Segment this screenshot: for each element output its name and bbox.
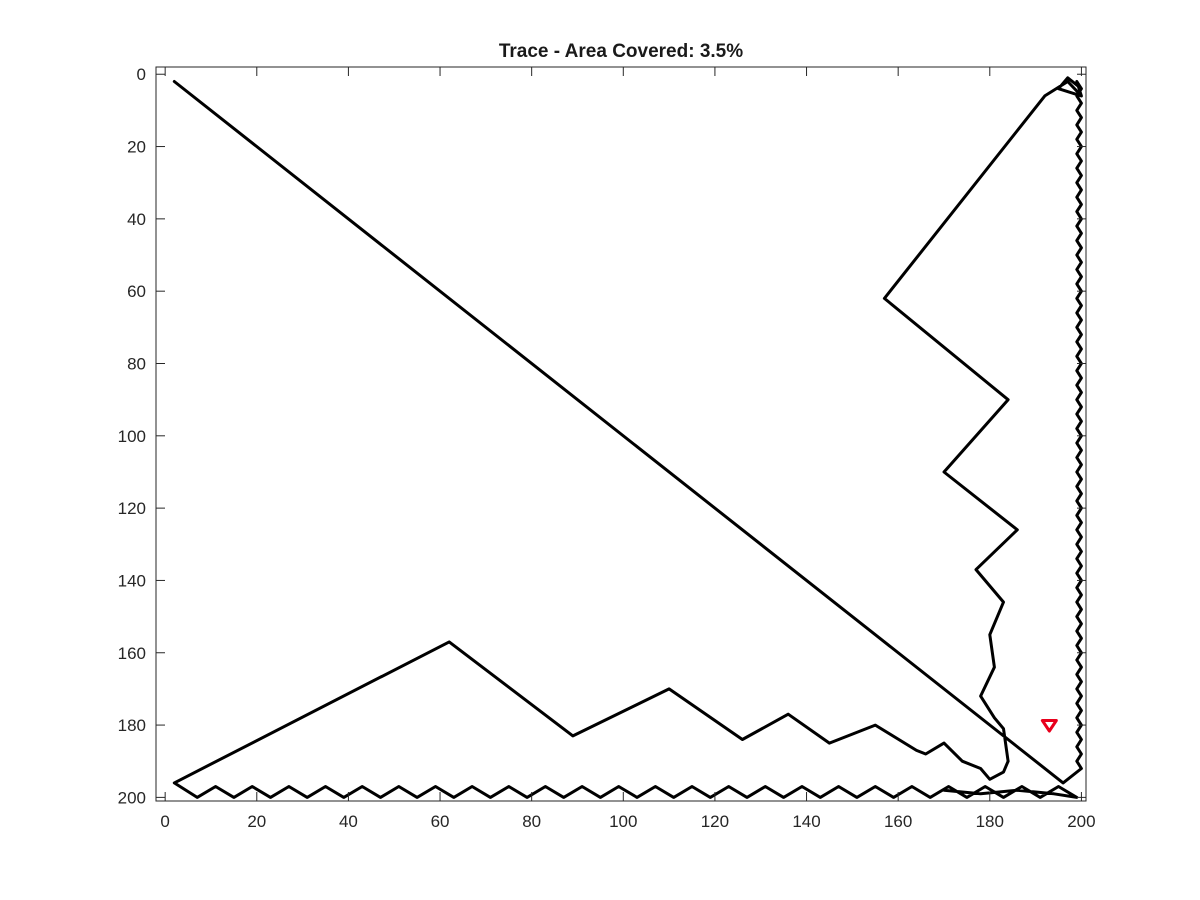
marker-layer: [1040, 719, 1058, 733]
y-tick-label: 40: [127, 210, 146, 229]
y-tick-label: 100: [118, 427, 146, 446]
x-tick-label: 140: [792, 812, 820, 831]
plot-area: [172, 76, 1083, 799]
y-tick-label: 80: [127, 354, 146, 373]
x-tick-label: 180: [976, 812, 1004, 831]
x-tick-label: 20: [247, 812, 266, 831]
x-tick-label: 120: [701, 812, 729, 831]
chart-title: Trace - Area Covered: 3.5%: [499, 41, 743, 62]
y-tick-label: 160: [118, 644, 146, 663]
x-tick-label: 0: [160, 812, 169, 831]
y-axis: 0 20 40 60 80 100 120 140 160 180 200: [118, 65, 1086, 807]
y-tick-label: 20: [127, 138, 146, 157]
axes-box: [155, 66, 1087, 802]
y-tick-label: 140: [118, 571, 146, 590]
x-tick-label: 100: [609, 812, 637, 831]
y-tick-label: 60: [127, 282, 146, 301]
trace-series-1: [172, 76, 1083, 785]
y-tick-label: 200: [118, 788, 146, 807]
trace-layer: [172, 76, 1083, 799]
x-axis: 0 20 40 60 80 100 120 140 160 180 200: [160, 67, 1096, 831]
trace-series-2: [172, 640, 1079, 799]
x-tick-label: 40: [339, 812, 358, 831]
y-tick-label: 120: [118, 499, 146, 518]
y-tick-label: 180: [118, 716, 146, 735]
position-marker: [1040, 719, 1058, 733]
x-tick-label: 80: [522, 812, 541, 831]
x-tick-label: 160: [884, 812, 912, 831]
x-tick-label: 60: [431, 812, 450, 831]
x-tick-label: 200: [1067, 812, 1095, 831]
y-tick-label: 0: [137, 65, 146, 84]
